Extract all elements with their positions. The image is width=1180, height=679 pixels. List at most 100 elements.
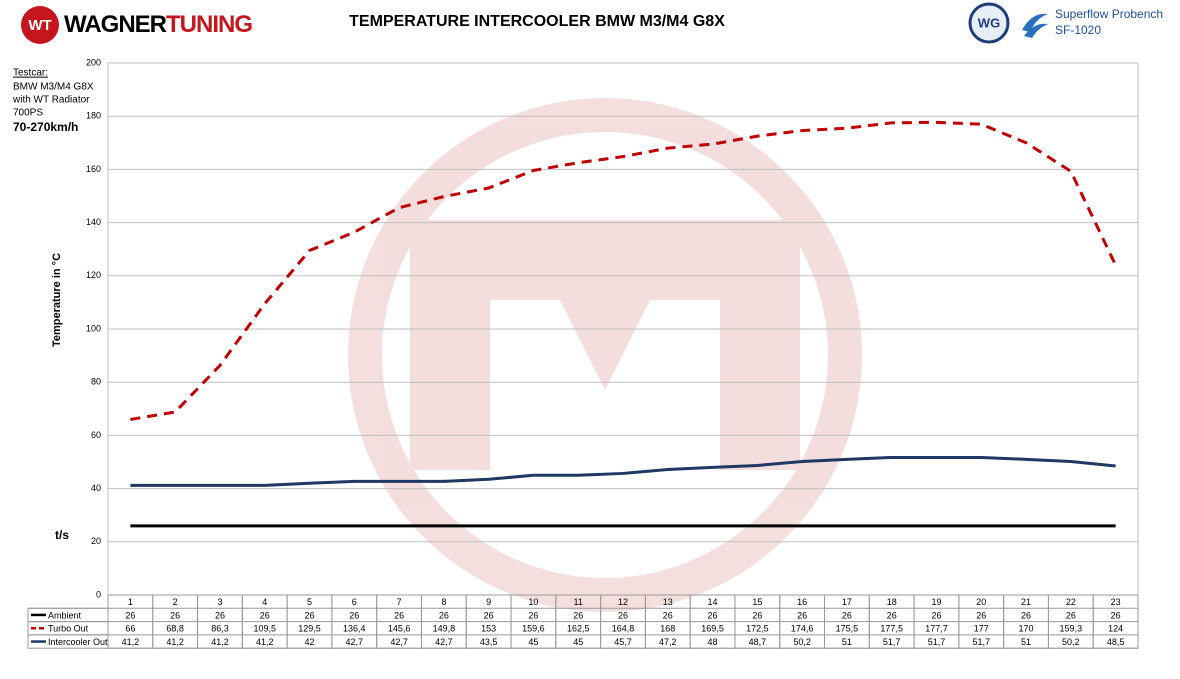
x-tick-label: 2	[173, 597, 178, 607]
table-value: 26	[618, 610, 628, 620]
table-value: 26	[708, 610, 718, 620]
table-value: 136,4	[343, 624, 366, 634]
x-tick-label: 13	[663, 597, 673, 607]
table-value: 26	[797, 610, 807, 620]
table-value: 51	[842, 637, 852, 647]
table-value: 43,5	[480, 637, 498, 647]
table-value: 48,5	[1107, 637, 1125, 647]
table-value: 42,7	[346, 637, 364, 647]
x-tick-label: 1	[128, 597, 133, 607]
table-value: 26	[573, 610, 583, 620]
x-tick-label: 5	[307, 597, 312, 607]
note: 700PS	[13, 108, 43, 119]
table-value: 41,2	[211, 637, 229, 647]
brand: WAGNERTUNING	[64, 11, 252, 38]
y-tick-label: 100	[86, 323, 101, 333]
table-value: 26	[125, 610, 135, 620]
x-tick-label: 7	[397, 597, 402, 607]
y-tick-label: 120	[86, 270, 101, 280]
x-tick-label: 22	[1066, 597, 1076, 607]
table-value: 172,5	[746, 624, 769, 634]
table-value: 51,7	[883, 637, 901, 647]
table-value: 124	[1108, 624, 1123, 634]
x-tick-label: 19	[931, 597, 941, 607]
x-tick-label: 8	[441, 597, 446, 607]
x-tick-label: 20	[976, 597, 986, 607]
table-value: 26	[170, 610, 180, 620]
table-value: 145,6	[388, 624, 411, 634]
bench-model: SF-1020	[1055, 23, 1101, 37]
table-value: 26	[305, 610, 315, 620]
y-tick-label: 180	[86, 111, 101, 121]
table-value: 26	[260, 610, 270, 620]
x-tick-label: 17	[842, 597, 852, 607]
table-value: 26	[752, 610, 762, 620]
table-value: 159,3	[1060, 624, 1083, 634]
table-value: 26	[976, 610, 986, 620]
x-tick-label: 10	[528, 597, 538, 607]
legend-label: Intercooler Out	[48, 637, 108, 647]
y-tick-label: 160	[86, 164, 101, 174]
series-line	[130, 455, 1116, 487]
table-value: 47,2	[659, 637, 677, 647]
x-tick-label: 18	[887, 597, 897, 607]
table-value: 66	[125, 624, 135, 634]
table-value: 169,5	[701, 624, 724, 634]
table-value: 164,8	[612, 624, 635, 634]
table-value: 41,2	[166, 637, 184, 647]
table-value: 51,7	[928, 637, 946, 647]
y-tick-label: 60	[91, 430, 101, 440]
table-value: 48,7	[749, 637, 767, 647]
table-value: 26	[887, 610, 897, 620]
table-value: 26	[215, 610, 225, 620]
x-tick-label: 15	[752, 597, 762, 607]
table-value: 177	[974, 624, 989, 634]
table-value: 159,6	[522, 624, 545, 634]
table-value: 26	[484, 610, 494, 620]
x-tick-label: 21	[1021, 597, 1031, 607]
table-value: 68,8	[166, 624, 184, 634]
table-cell	[27, 634, 109, 649]
logo-circle	[21, 6, 59, 44]
table-value: 168	[660, 624, 675, 634]
y-tick-label: 140	[86, 217, 101, 227]
bench-mark: WG	[978, 15, 1000, 30]
table-value: 177,5	[880, 624, 903, 634]
y-tick-label: 20	[91, 536, 101, 546]
y-axis-label: Temperature in °C	[51, 253, 63, 347]
x-axis-label: t/s	[55, 528, 69, 542]
table-value: 51	[1021, 637, 1031, 647]
table-value: 153	[481, 624, 496, 634]
brand-2: TUNING	[166, 11, 252, 38]
chart-title: TEMPERATURE INTERCOOLER BMW M3/M4 G8X	[349, 13, 725, 30]
table-value: 86,3	[211, 624, 229, 634]
table-value: 109,5	[253, 624, 276, 634]
note: 70-270km/h	[13, 120, 78, 134]
table-value: 26	[349, 610, 359, 620]
table-value: 50,2	[793, 637, 811, 647]
table-value: 170	[1019, 624, 1034, 634]
legend-label: Ambient	[48, 610, 82, 620]
table-value: 26	[663, 610, 673, 620]
bench-logo	[968, 2, 1010, 44]
table-value: 26	[1111, 610, 1121, 620]
x-tick-label: 12	[618, 597, 628, 607]
table-value: 26	[439, 610, 449, 620]
x-tick-label: 14	[708, 597, 718, 607]
x-tick-label: 3	[217, 597, 222, 607]
y-tick-label: 200	[86, 57, 101, 67]
table-value: 41,2	[256, 637, 274, 647]
table-value: 42,7	[435, 637, 453, 647]
table-value: 175,5	[836, 624, 859, 634]
table-value: 42	[305, 637, 315, 647]
table-value: 149,8	[433, 624, 456, 634]
y-tick-label: 80	[91, 377, 101, 387]
table-value: 26	[931, 610, 941, 620]
brand-1: WAGNER	[64, 11, 167, 38]
bench-name: Superflow Probench	[1055, 7, 1163, 21]
x-tick-label: 11	[574, 597, 583, 607]
note: Testcar:	[13, 68, 48, 79]
table-value: 45,7	[614, 637, 632, 647]
note: BMW M3/M4 G8X	[13, 82, 94, 93]
